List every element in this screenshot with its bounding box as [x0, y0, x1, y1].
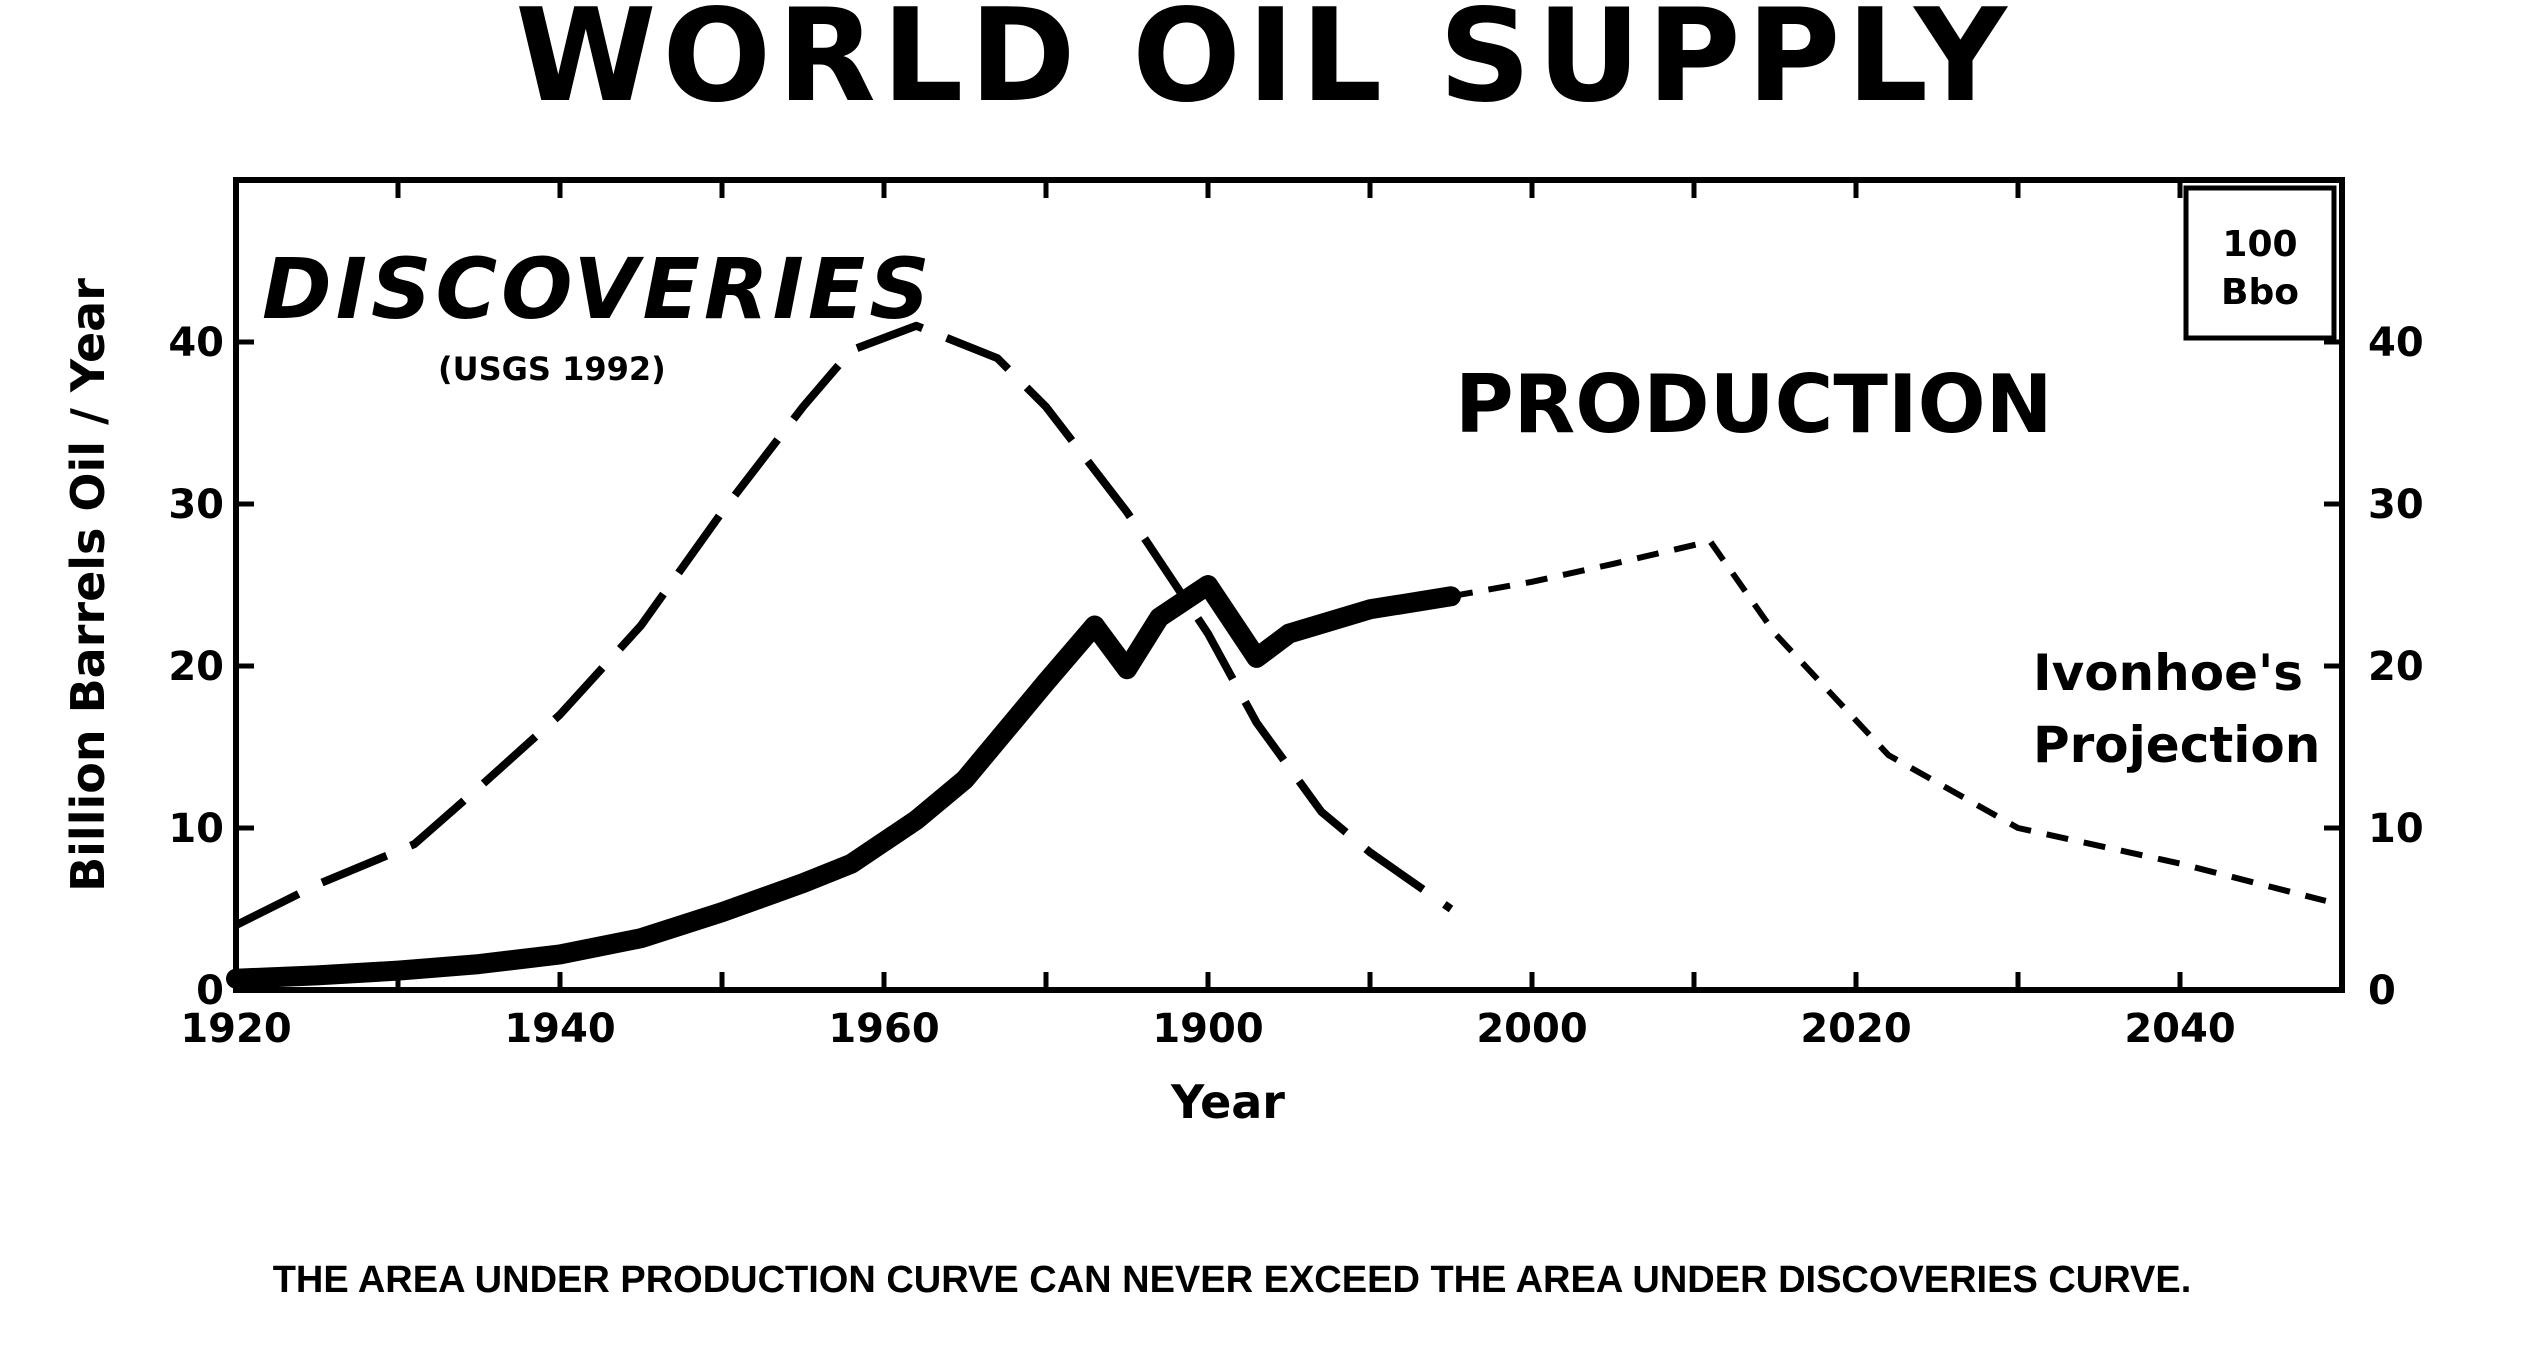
scale-box-value: 100	[2222, 224, 2297, 265]
x-tick-label: 1960	[828, 1006, 939, 1052]
footnote: THE AREA UNDER PRODUCTION CURVE CAN NEVE…	[273, 1259, 2192, 1301]
scale-box: 100 Bbo	[2183, 185, 2337, 341]
axis-ticks: 1920 1940 1960 1900 2000 2020 2040010203040010…	[168, 180, 2424, 1052]
scale-box-unit: Bbo	[2221, 272, 2299, 313]
series-layer	[226, 321, 2327, 989]
x-tick-label: 2000	[1476, 1006, 1587, 1052]
y-tick-label-right: 40	[2368, 320, 2424, 366]
series-line-discoveries	[234, 321, 1454, 929]
x-tick-label: 1900	[1152, 1006, 1263, 1052]
discoveries-source: (USGS 1992)	[438, 350, 666, 388]
y-tick-label-right: 20	[2368, 644, 2424, 690]
projection-label-line2: Projection	[2033, 716, 2320, 774]
x-tick-label: 2040	[2124, 1006, 2235, 1052]
x-tick-label: 2020	[1800, 1006, 1911, 1052]
projection-label-line1: Ivonhoe's	[2033, 644, 2303, 702]
y-tick-label-left: 0	[196, 968, 224, 1014]
y-tick-label-right: 0	[2368, 968, 2396, 1014]
x-tick-label: 1920	[180, 1006, 291, 1052]
y-tick-label-left: 20	[168, 644, 224, 690]
plot-frame	[233, 177, 2345, 993]
chart-title: WORLD OIL SUPPLY	[515, 0, 2013, 131]
y-tick-label-left: 40	[168, 320, 224, 366]
production-label: PRODUCTION	[1455, 358, 2053, 451]
series-line-production	[226, 575, 1461, 989]
x-axis-label: Year	[1170, 1075, 1285, 1129]
y-tick-label-left: 30	[168, 482, 224, 528]
y-axis-label: Billion Barrels Oil / Year	[61, 278, 115, 892]
x-tick-label: 1940	[504, 1006, 615, 1052]
y-tick-label-right: 10	[2368, 806, 2424, 852]
discoveries-label: DISCOVERIES	[262, 240, 934, 338]
y-tick-label-right: 30	[2368, 482, 2424, 528]
y-tick-label-left: 10	[168, 806, 224, 852]
series-line-ivonhoe-s-projection	[1450, 538, 2327, 904]
